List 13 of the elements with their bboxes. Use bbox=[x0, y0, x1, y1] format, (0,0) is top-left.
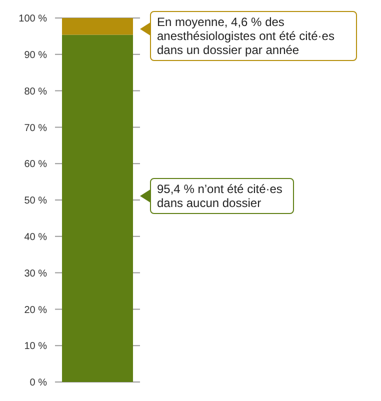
text: 95,4 % n’ont été cité·es dans aucun dossier bbox=[150, 178, 294, 214]
y-tick-label: 80 % bbox=[24, 86, 48, 98]
y-tick-label: 60 % bbox=[24, 159, 48, 170]
y-tick-label: 30 % bbox=[24, 268, 48, 280]
y-tick-label: 50 % bbox=[24, 196, 48, 207]
y-tick-label: 20 % bbox=[24, 304, 48, 316]
y-tick-label: 0 % bbox=[30, 378, 48, 389]
y-tick-label: 100 % bbox=[18, 14, 48, 25]
y-tick-label: 10 % bbox=[24, 341, 48, 352]
y-tick-label: 70 % bbox=[24, 122, 48, 134]
y-tick-label: 40 % bbox=[24, 232, 48, 243]
text: En moyenne, 4,6 % des anesthésiologistes ont été cité·es dans un dossier par année bbox=[150, 11, 357, 61]
y-tick-label: 90 % bbox=[24, 50, 48, 61]
